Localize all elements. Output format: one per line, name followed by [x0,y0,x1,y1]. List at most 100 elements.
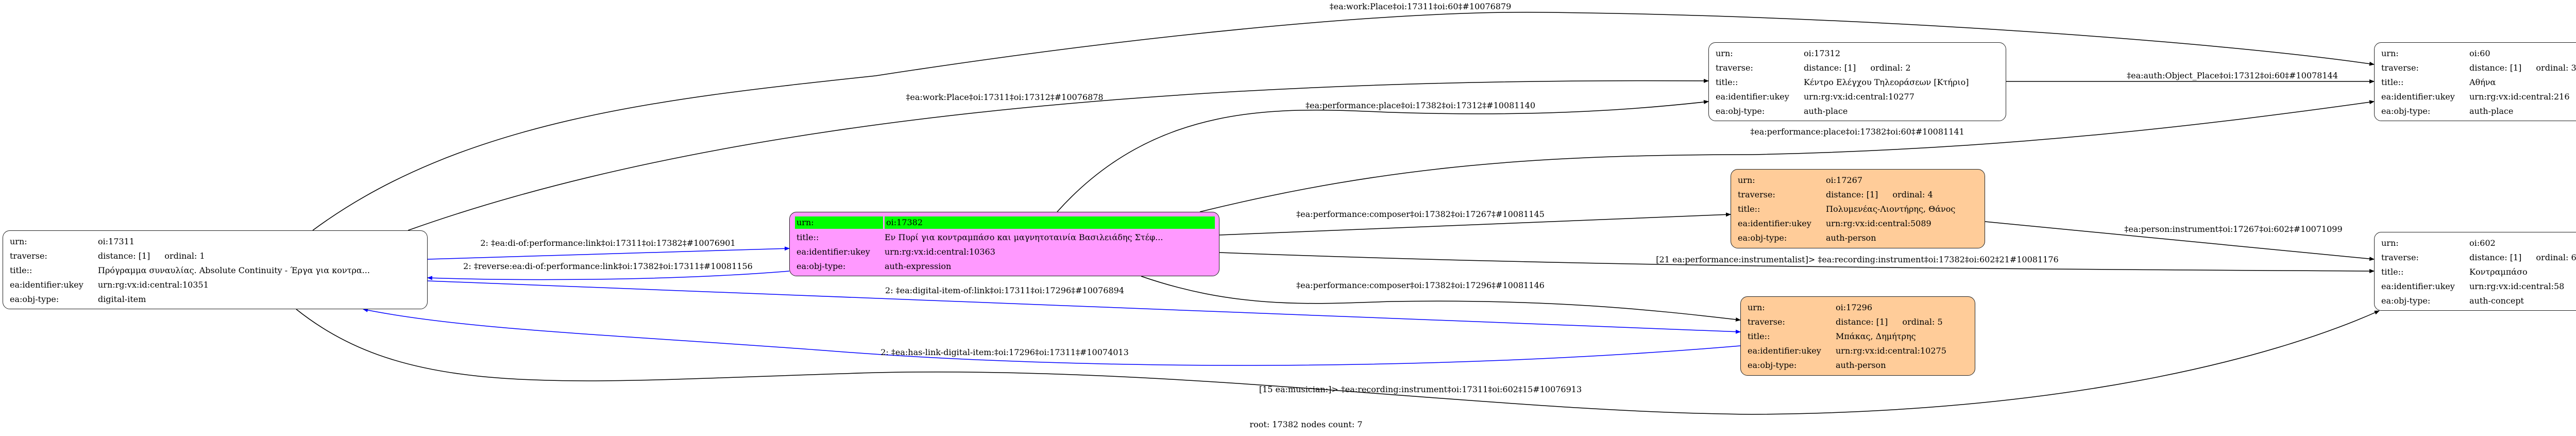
edge-e9 [363,308,1741,366]
edge-e14 [296,309,2380,415]
edge-label-e5: ‡ea:performance:place‡oi:17382‡oi:60‡#10… [1750,127,1964,137]
node-17296[interactable]: urn: oi:17296 traverse: distance: [1] ordin… [1740,296,1975,376]
title-label: title:: [796,232,819,242]
ukey-label: ea:identifier:ukey [2381,281,2455,291]
ukey-value: urn:rg:vx:id:central:10351 [98,279,209,290]
title-label: title:: [1716,77,1738,87]
distance-value: distance: [1] [1836,316,1888,327]
distance-value: distance: [1] [2469,62,2522,73]
edge-label-e10: ‡ea:performance:composer‡oi:17382‡oi:172… [1296,209,1545,219]
type-label: ea:obj-type: [1716,106,1765,116]
node-17382-root[interactable]: urn: oi:17382 title:: Εν Πυρί για κοντραμπ… [789,212,1219,276]
title-label: title:: [2381,77,2404,87]
type-value: auth-person [1836,360,1886,370]
edge-e13 [1219,252,2375,273]
edge-label-e12: ‡ea:person:instrument‡oi:17267‡oi:602‡#1… [2124,224,2342,234]
edge-e11 [1141,276,1741,322]
ukey-label: ea:identifier:ukey [1748,345,1821,356]
edge-e10 [1219,212,1731,236]
edge-e5 [1199,100,2375,212]
ukey-value: urn:rg:vx:id:central:216 [2469,91,2570,102]
edge-label-e13: [21 ea:performance:instrumentalist]> ‡ea… [1656,255,2058,264]
edge-label-e8: 2: ‡ea:digital-item-of:link‡oi:17311‡oi:… [885,286,1124,295]
ukey-label: ea:identifier:ukey [1738,218,1811,228]
title-value: Πολυμενέας-Λιοντήρης, Θάνος [1826,204,1956,214]
urn-label: urn: [2381,238,2399,248]
type-value: auth-expression [885,261,952,271]
ukey-value: urn:rg:vx:id:central:5089 [1826,218,1931,228]
type-label: ea:obj-type: [796,261,846,271]
node-17312[interactable]: urn: oi:17312 traverse: distance: [1] ordin… [1708,42,2006,121]
distance-value: distance: [1] [1826,189,1878,199]
urn-value: oi:60 [2469,48,2490,58]
type-label: ea:obj-type: [10,294,59,304]
type-label: ea:obj-type: [2381,106,2431,116]
edge-label-e9: 2: ‡ea:has-link-digital-item:‡oi:17296‡o… [880,347,1129,357]
urn-label: urn: [1716,48,1733,58]
ordinal-value: ordinal: 1 [164,250,205,261]
edge-label-e11: ‡ea:performance:composer‡oi:17382‡oi:172… [1296,280,1545,290]
type-label: ea:obj-type: [2381,295,2431,306]
urn-label: urn: [795,216,883,229]
title-label: title:: [1748,331,1770,341]
title-value: Εν Πυρί για κοντραμπάσο και μαγνητοταινί… [885,232,1163,242]
urn-value: oi:17267 [1826,175,1863,185]
urn-value: oi:17296 [1836,302,1873,312]
urn-value: oi:17311 [98,236,135,246]
ukey-value: urn:rg:vx:id:central:10363 [885,246,995,257]
type-value: auth-person [1826,232,1876,243]
distance-value: distance: [1] [1804,62,1856,73]
urn-label: urn: [1738,175,1755,185]
urn-value: oi:17382 [885,216,1215,229]
type-label: ea:obj-type: [1748,360,1797,370]
urn-label: urn: [2381,48,2399,58]
type-value: auth-place [2469,106,2514,116]
title-value: Κοντραμπάσο [2469,266,2528,277]
distance-value: distance: [1] [98,250,150,261]
distance-value: distance: [1] [2469,252,2522,262]
ordinal-value: ordinal: 6 [2536,252,2576,262]
urn-value: oi:17312 [1804,48,1841,58]
traverse-label: traverse: [1738,189,1775,199]
ukey-label: ea:identifier:ukey [1716,91,1789,102]
type-value: auth-concept [2469,295,2524,306]
title-value: Κέντρο Ελέγχου Τηλεοράσεων [Κτήριο] [1804,77,1969,87]
title-value: Πρόγραμμα συναυλίας. Absolute Continuity… [98,265,370,275]
ukey-value: urn:rg:vx:id:central:10277 [1804,91,1914,102]
ordinal-value: ordinal: 5 [1902,316,1943,327]
type-label: ea:obj-type: [1738,232,1787,243]
edge-label-e4: ‡ea:auth:Object_Place‡oi:17312‡oi:60‡#10… [2127,71,2338,80]
edge-e8 [427,280,1741,334]
urn-label: urn: [10,236,27,246]
traverse-label: traverse: [10,250,47,261]
node-17311[interactable]: urn: oi:17311 traverse: distance: [1] ordin… [3,230,428,309]
ukey-value: urn:rg:vx:id:central:10275 [1836,345,1946,356]
title-value: Μπάκας, Δημήτρης [1836,331,1916,341]
title-label: title:: [1738,204,1760,214]
title-label: title:: [10,265,32,275]
edge-e1 [312,12,2375,231]
ordinal-value: ordinal: 2 [1870,62,1911,73]
edge-label-e6: 2: ‡ea:di-of:performance:link‡oi:17311‡o… [480,238,735,248]
node-60[interactable]: urn: oi:60 traverse: distance: [1] ordinal:… [2374,42,2576,121]
type-value: auth-place [1804,106,1848,116]
title-label: title:: [2381,266,2404,277]
edge-label-e7: 2: ‡reverse:ea:di-of:performance:link‡oi… [463,261,753,271]
urn-label: urn: [1748,302,1765,312]
edge-label-e3: ‡ea:performance:place‡oi:17382‡oi:17312‡… [1306,100,1535,110]
edge-e6 [427,246,790,260]
edge-e3 [1057,100,1709,212]
edge-label-e14: [15 ea:musician:]> ‡ea:recording:instrum… [1259,384,1582,394]
node-17267[interactable]: urn: oi:17267 traverse: distance: [1] ordin… [1731,169,1985,248]
edge-e12 [1985,221,2375,261]
node-602[interactable]: urn: oi:602 traverse: distance: [1] ordinal… [2374,232,2576,311]
traverse-label: traverse: [2381,252,2419,262]
edge-label-e1: ‡ea:work:Place‡oi:17311‡oi:60‡#10076879 [1330,2,1512,11]
title-value: Αθήνα [2469,77,2496,87]
ordinal-value: ordinal: 3 [2536,62,2576,73]
traverse-label: traverse: [1716,62,1753,73]
ukey-label: ea:identifier:ukey [10,279,83,290]
edge-label-e2: ‡ea:work:Place‡oi:17311‡oi:17312‡#100768… [906,92,1103,102]
ordinal-value: ordinal: 4 [1892,189,1933,199]
